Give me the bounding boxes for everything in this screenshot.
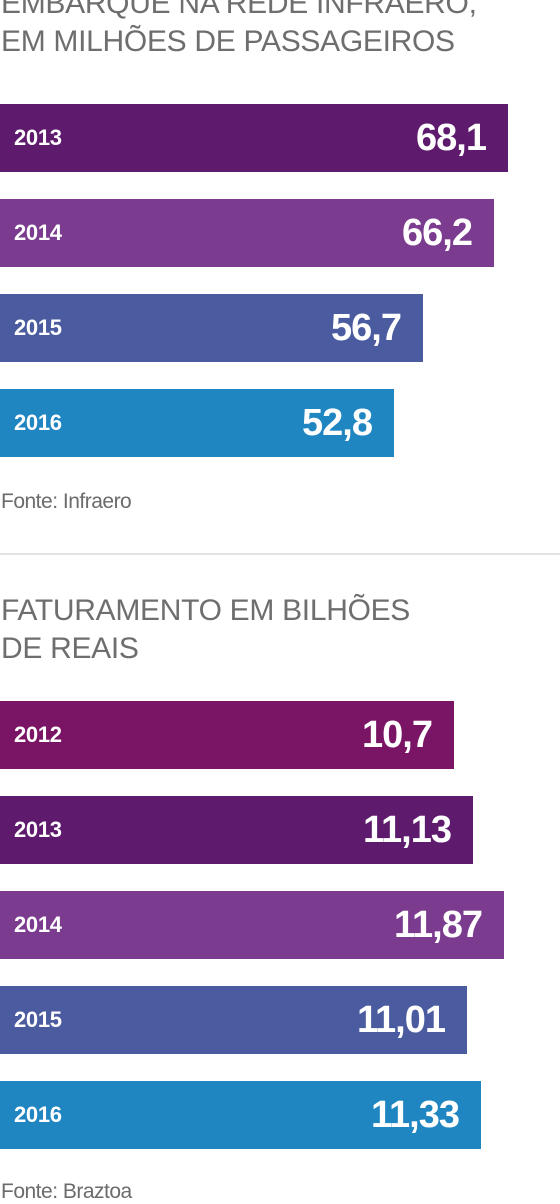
category-label: 2016: [14, 410, 62, 435]
bar-2012: 2012 10,7: [0, 701, 454, 769]
bar-2014: 2014 66,2: [0, 199, 494, 267]
category-label: 2015: [14, 315, 62, 340]
value-label: 11,13: [363, 809, 452, 851]
value-label: 11,87: [394, 904, 483, 946]
bar-2014: 2014 11,87: [0, 891, 504, 959]
value-label: 10,7: [362, 714, 433, 756]
chart-title: EMBARQUE NA REDE INFRAERO, EM MILHÕES DE…: [1, 0, 477, 58]
bar-2016: 2016 11,33: [0, 1081, 481, 1149]
category-label: 2013: [14, 817, 62, 842]
value-label: 66,2: [402, 212, 473, 254]
category-label: 2015: [14, 1007, 62, 1032]
chart-title: FATURAMENTO EM BILHÕES DE REAIS: [1, 594, 411, 665]
value-label: 11,01: [357, 999, 446, 1041]
source-note: Fonte: Braztoa: [1, 1180, 132, 1203]
category-label: 2012: [14, 722, 62, 747]
category-label: 2013: [14, 125, 62, 150]
bar-2015: 2015 56,7: [0, 294, 423, 362]
category-label: 2014: [14, 220, 62, 245]
value-label: 56,7: [331, 307, 402, 349]
category-label: 2014: [14, 912, 62, 937]
bar-2016: 2016 52,8: [0, 389, 394, 457]
divider: [0, 553, 560, 555]
source-note: Fonte: Infraero: [1, 490, 132, 513]
value-label: 52,8: [302, 402, 373, 444]
value-label: 68,1: [416, 117, 487, 159]
bar-2015: 2015 11,01: [0, 986, 467, 1054]
bar-2013: 2013 68,1: [0, 104, 508, 172]
value-label: 11,33: [371, 1094, 460, 1136]
category-label: 2016: [14, 1102, 62, 1127]
bar-2013: 2013 11,13: [0, 796, 473, 864]
